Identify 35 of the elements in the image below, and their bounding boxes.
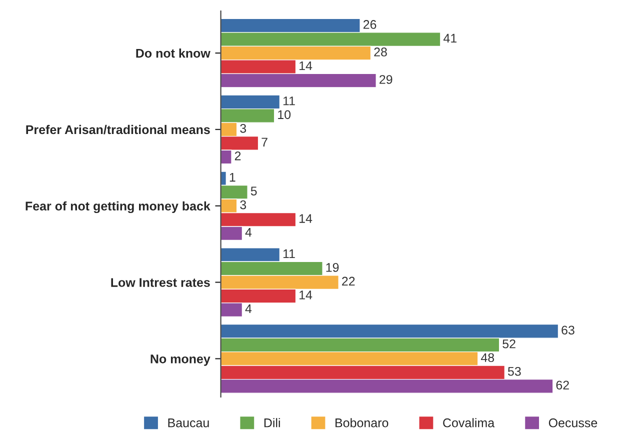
y-tick-label: Fear of not getting money back — [26, 201, 210, 214]
data-label: 11 — [283, 96, 295, 106]
data-label: 4 — [245, 228, 252, 237]
data-label: 29 — [380, 75, 392, 84]
y-tick-label: No money — [150, 354, 210, 366]
data-label: 7 — [262, 138, 268, 146]
data-label: 28 — [374, 48, 387, 56]
legend-label: Baucau — [168, 418, 209, 428]
data-label: 41 — [443, 34, 456, 43]
data-label: 1 — [230, 173, 236, 182]
data-label: 63 — [562, 326, 574, 335]
data-label: 4 — [245, 304, 252, 314]
data-label: 11 — [283, 249, 295, 258]
y-tick-label: Low Intrest rates — [111, 278, 210, 287]
legend-label: Dili — [264, 418, 280, 428]
data-label: 22 — [342, 276, 355, 286]
data-label: 3 — [240, 124, 246, 133]
data-label: 19 — [326, 263, 339, 272]
y-tick-label: Prefer Arisan/traditional means — [26, 124, 210, 134]
data-label: 52 — [502, 339, 516, 348]
data-label: 53 — [508, 366, 521, 376]
data-label: 2 — [234, 151, 241, 160]
legend-label: Oecusse — [548, 418, 598, 428]
data-label: 5 — [250, 186, 257, 196]
data-label: 3 — [240, 200, 246, 210]
legend-label: Bobonaro — [336, 418, 388, 428]
data-label: 14 — [300, 214, 312, 223]
data-label: 48 — [480, 353, 494, 362]
legend-label: Covalima — [443, 418, 495, 428]
data-label: 14 — [300, 61, 312, 70]
y-tick-label: Do not know — [136, 48, 210, 58]
data-label: 14 — [300, 290, 312, 300]
data-label: 10 — [278, 110, 291, 120]
data-label: 26 — [363, 20, 376, 29]
data-label: 62 — [556, 380, 569, 390]
